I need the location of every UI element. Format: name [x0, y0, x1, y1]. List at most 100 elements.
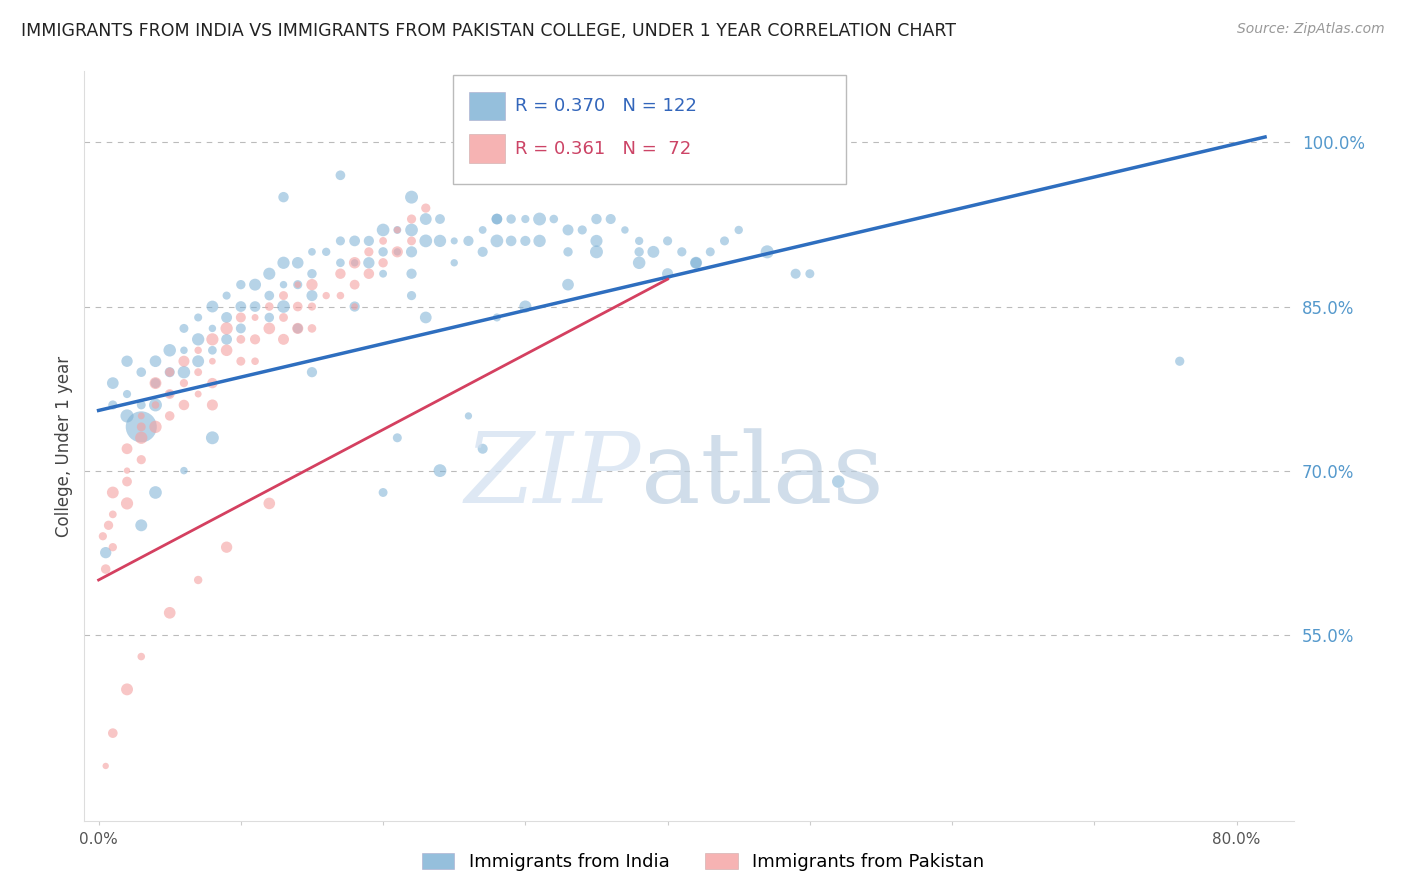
Point: [585, 212, 607, 227]
Point: [287, 277, 309, 292]
Point: [643, 244, 665, 259]
Point: [259, 300, 281, 314]
Point: [173, 321, 195, 335]
Text: IMMIGRANTS FROM INDIA VS IMMIGRANTS FROM PAKISTAN COLLEGE, UNDER 1 YEAR CORRELAT: IMMIGRANTS FROM INDIA VS IMMIGRANTS FROM…: [21, 22, 956, 40]
Point: [101, 485, 124, 500]
Point: [485, 310, 508, 325]
Point: [273, 288, 295, 302]
Point: [273, 332, 295, 346]
Point: [259, 288, 281, 302]
Point: [215, 310, 238, 325]
Point: [557, 277, 579, 292]
Point: [201, 398, 224, 412]
Point: [443, 256, 465, 270]
Point: [159, 343, 181, 358]
Point: [187, 365, 209, 379]
Point: [301, 321, 323, 335]
Point: [485, 212, 508, 227]
Point: [201, 332, 224, 346]
Point: [401, 190, 423, 204]
Point: [229, 310, 252, 325]
Point: [371, 223, 394, 237]
Point: [471, 223, 494, 237]
Point: [215, 540, 238, 554]
Point: [329, 288, 352, 302]
Point: [401, 234, 423, 248]
Point: [628, 234, 651, 248]
Point: [145, 398, 167, 412]
Point: [401, 212, 423, 227]
Point: [429, 234, 451, 248]
Text: ZIP: ZIP: [464, 428, 641, 524]
Point: [159, 387, 181, 401]
Point: [94, 562, 117, 576]
Point: [129, 409, 152, 423]
Point: [685, 256, 707, 270]
Point: [91, 529, 114, 543]
Point: [443, 234, 465, 248]
Point: [129, 365, 152, 379]
Point: [387, 223, 409, 237]
Point: [329, 168, 352, 182]
Point: [585, 234, 607, 248]
Point: [557, 244, 579, 259]
Point: [145, 420, 167, 434]
Point: [115, 682, 138, 697]
Point: [201, 431, 224, 445]
Point: [187, 573, 209, 587]
Point: [101, 398, 124, 412]
Point: [699, 244, 721, 259]
Point: [201, 300, 224, 314]
Point: [173, 354, 195, 368]
Point: [415, 234, 437, 248]
Point: [101, 376, 124, 390]
Point: [515, 234, 537, 248]
Point: [628, 256, 651, 270]
Point: [429, 212, 451, 227]
Point: [529, 234, 551, 248]
Point: [571, 223, 593, 237]
Point: [315, 244, 337, 259]
Point: [159, 606, 181, 620]
Point: [557, 223, 579, 237]
Point: [301, 300, 323, 314]
Point: [343, 277, 366, 292]
Point: [515, 212, 537, 227]
Point: [343, 300, 366, 314]
Point: [173, 365, 195, 379]
Point: [115, 475, 138, 489]
Point: [301, 244, 323, 259]
Point: [343, 256, 366, 270]
FancyBboxPatch shape: [468, 92, 505, 120]
Legend: Immigrants from India, Immigrants from Pakistan: Immigrants from India, Immigrants from P…: [415, 846, 991, 879]
Point: [287, 321, 309, 335]
Point: [357, 234, 380, 248]
Point: [401, 288, 423, 302]
Point: [201, 354, 224, 368]
Point: [827, 475, 849, 489]
Point: [145, 376, 167, 390]
Point: [229, 321, 252, 335]
Text: atlas: atlas: [641, 428, 883, 524]
Point: [515, 300, 537, 314]
Point: [273, 310, 295, 325]
Point: [115, 442, 138, 456]
Point: [115, 354, 138, 368]
Point: [229, 332, 252, 346]
Point: [129, 431, 152, 445]
Point: [401, 223, 423, 237]
Point: [415, 310, 437, 325]
Point: [727, 223, 749, 237]
Point: [329, 267, 352, 281]
Point: [287, 300, 309, 314]
Point: [145, 376, 167, 390]
Point: [401, 267, 423, 281]
Point: [457, 409, 479, 423]
Point: [243, 300, 266, 314]
Y-axis label: College, Under 1 year: College, Under 1 year: [55, 355, 73, 537]
Point: [415, 212, 437, 227]
Point: [173, 464, 195, 478]
Point: [671, 244, 693, 259]
Point: [471, 244, 494, 259]
Point: [713, 234, 735, 248]
